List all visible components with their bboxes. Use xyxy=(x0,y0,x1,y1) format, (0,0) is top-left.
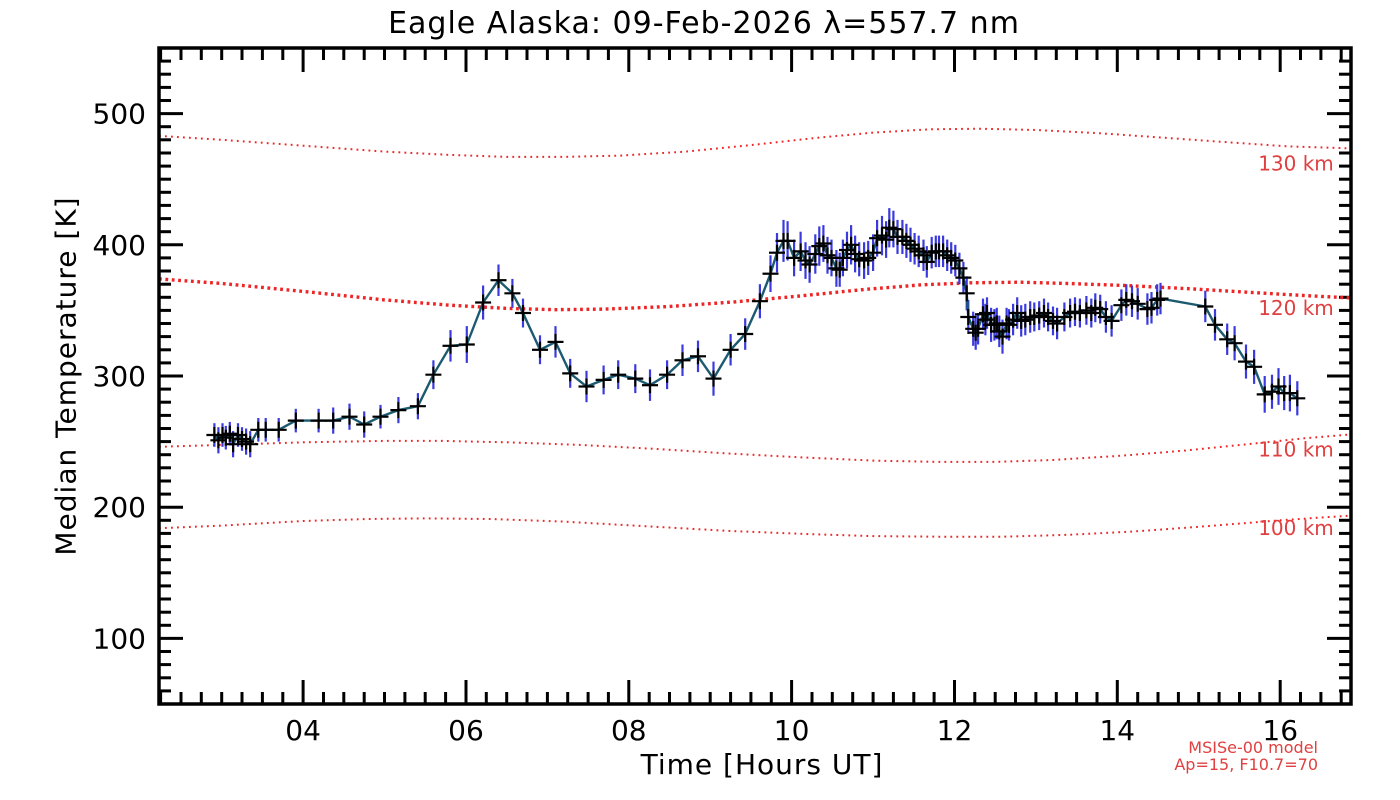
axis-ticks xyxy=(159,48,1351,704)
svg-text:12: 12 xyxy=(937,714,973,747)
svg-text:300: 300 xyxy=(93,360,146,393)
msis-label-130km: 130 km xyxy=(1258,152,1334,176)
svg-text:08: 08 xyxy=(611,714,647,747)
svg-text:500: 500 xyxy=(93,98,146,131)
svg-text:400: 400 xyxy=(93,229,146,262)
model-annotation-line2: Ap=15, F10.7=70 xyxy=(1174,755,1318,774)
svg-text:200: 200 xyxy=(93,491,146,524)
temperature-data-line xyxy=(213,226,1298,446)
x-axis-title: Time [Hours UT] xyxy=(640,748,884,781)
error-bars xyxy=(213,208,1299,458)
svg-text:04: 04 xyxy=(285,714,321,747)
msis-label-120km: 120 km xyxy=(1258,296,1334,320)
model-annotation-line1: MSISe-00 model xyxy=(1188,738,1318,757)
y-tick-labels: 100 200 300 400 500 xyxy=(93,98,146,656)
model-annotation: MSISe-00 model Ap=15, F10.7=70 xyxy=(1174,739,1318,773)
msis-curve-120km xyxy=(158,277,1352,312)
plot-frame xyxy=(157,46,1353,706)
svg-text:06: 06 xyxy=(448,714,484,747)
data-markers xyxy=(206,219,1306,453)
msis-label-100km: 100 km xyxy=(1258,516,1334,540)
plot-title: Eagle Alaska: 09-Feb-2026 λ=557.7 nm xyxy=(388,6,1020,41)
x-tick-labels: 04 06 08 10 12 14 16 xyxy=(285,714,1298,747)
svg-text:16: 16 xyxy=(1262,714,1298,747)
svg-text:10: 10 xyxy=(774,714,810,747)
msis-label-110km: 110 km xyxy=(1258,438,1334,462)
msis-curve-110km xyxy=(158,433,1352,463)
msis-curve-130km xyxy=(158,127,1352,158)
svg-text:100: 100 xyxy=(93,622,146,655)
svg-text:14: 14 xyxy=(1099,714,1135,747)
msis-curve-100km xyxy=(158,514,1352,538)
